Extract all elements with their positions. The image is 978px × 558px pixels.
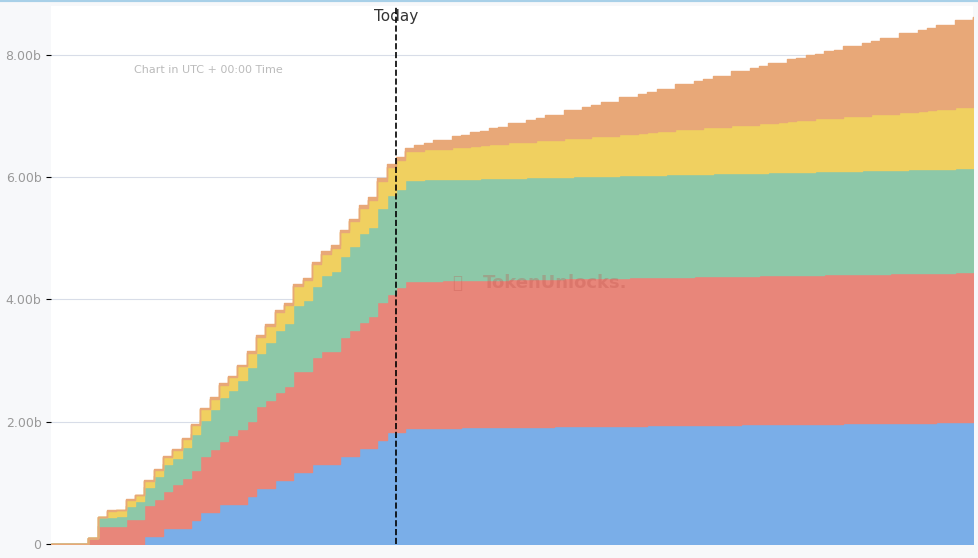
Text: Chart in UTC + 00:00 Time: Chart in UTC + 00:00 Time	[134, 65, 283, 75]
Text: Today: Today	[374, 8, 418, 23]
Text: TokenUnlocks.: TokenUnlocks.	[482, 274, 627, 292]
Text: 🔒: 🔒	[452, 274, 462, 292]
